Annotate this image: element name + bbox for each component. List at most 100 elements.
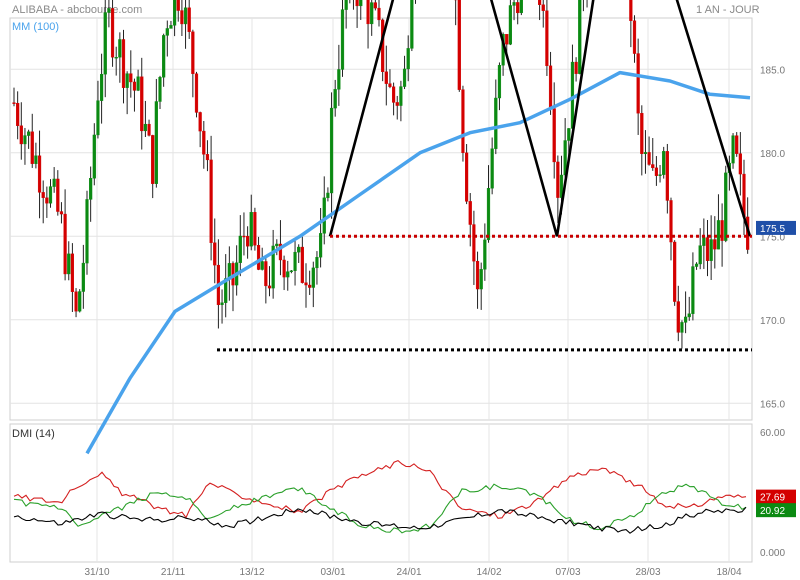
candle-body xyxy=(662,151,666,175)
candle-body xyxy=(643,152,648,154)
candle-body xyxy=(538,0,542,5)
candle-body xyxy=(260,261,264,270)
candle-body xyxy=(545,10,549,67)
candle-body xyxy=(344,0,348,10)
candle-body xyxy=(311,267,315,288)
candle-body xyxy=(329,107,334,194)
candle-body xyxy=(121,39,126,88)
candle-body xyxy=(395,102,399,106)
candle-body xyxy=(578,0,582,74)
candle-body xyxy=(552,108,556,163)
candle-body xyxy=(187,7,191,32)
candle-body xyxy=(282,259,286,278)
candle-body xyxy=(559,174,564,198)
candle-body xyxy=(136,76,140,91)
candle-body xyxy=(475,260,480,290)
candle-body xyxy=(315,257,319,269)
candle-body xyxy=(52,178,56,187)
candle-body xyxy=(731,135,735,164)
candle-body xyxy=(293,251,297,271)
candle-body xyxy=(27,131,31,136)
candle-body xyxy=(169,25,173,29)
candle-body xyxy=(410,0,414,49)
candle-body xyxy=(264,261,268,287)
candle-body xyxy=(384,71,388,84)
candle-body xyxy=(209,159,213,243)
y-tick-label: 185.0 xyxy=(760,65,785,76)
candle-body xyxy=(326,192,330,199)
candle-body xyxy=(183,7,188,25)
candle-body xyxy=(556,161,560,198)
candle-body xyxy=(118,39,122,58)
candle-body xyxy=(479,269,483,290)
candle-body xyxy=(143,123,147,132)
dmi-plus-line xyxy=(13,483,747,534)
candle-body xyxy=(548,65,553,109)
candle-body xyxy=(647,152,651,165)
candle-body xyxy=(483,239,487,270)
last-price-badge-bg xyxy=(756,220,796,235)
dmi-green-badge: 20.92 xyxy=(760,506,785,517)
chart-title: ALIBABA - abcbourse.com xyxy=(12,4,143,16)
candle-body xyxy=(709,239,713,261)
candle-body xyxy=(461,89,465,154)
dmi-frame xyxy=(9,423,753,563)
price-frame xyxy=(9,17,753,421)
candle-body xyxy=(684,316,688,323)
candle-body xyxy=(632,20,637,54)
candle-body xyxy=(74,291,78,312)
candle-body xyxy=(110,8,115,58)
candle-body xyxy=(12,102,16,104)
candle-body xyxy=(705,237,710,261)
candle-body xyxy=(669,200,673,243)
candles xyxy=(12,0,750,349)
candle-body xyxy=(687,313,691,318)
candle-body xyxy=(16,102,20,126)
candle-body xyxy=(63,213,67,275)
candle-body xyxy=(92,134,96,179)
candle-body xyxy=(48,186,53,204)
candle-body xyxy=(486,188,491,241)
candle-body xyxy=(392,86,396,103)
candle-body xyxy=(256,245,261,270)
x-tick-label: 24/01 xyxy=(396,567,421,578)
candle-body xyxy=(59,211,64,215)
candle-body xyxy=(78,291,82,312)
candle-body xyxy=(373,2,377,9)
last-price-badge: 175.5 xyxy=(760,224,785,235)
candle-body xyxy=(165,28,169,36)
candle-body xyxy=(472,224,476,262)
candle-body xyxy=(191,31,195,74)
candle-body xyxy=(198,112,202,132)
candle-body xyxy=(629,0,633,21)
x-tick-label: 03/01 xyxy=(320,567,345,578)
candle-body xyxy=(37,155,42,193)
candle-body xyxy=(508,5,512,45)
candle-body xyxy=(297,246,301,253)
candle-body xyxy=(497,65,502,99)
candle-body xyxy=(570,61,575,129)
candle-body xyxy=(19,125,23,145)
candle-body xyxy=(202,130,206,155)
period-label: 1 AN - JOUR xyxy=(696,4,760,16)
x-tick-label: 13/12 xyxy=(239,567,264,578)
candle-body xyxy=(457,0,461,90)
candle-body xyxy=(713,239,717,250)
candle-body xyxy=(103,12,107,75)
candle-body xyxy=(154,101,158,184)
candle-body xyxy=(271,245,275,289)
candle-body xyxy=(267,285,272,289)
candle-body xyxy=(132,81,137,91)
x-tick-label: 31/10 xyxy=(84,567,109,578)
candle-body xyxy=(691,266,695,314)
candle-body xyxy=(308,284,312,288)
candle-body xyxy=(651,164,655,169)
x-tick-label: 18/04 xyxy=(716,567,741,578)
candle-body xyxy=(23,135,27,145)
candle-body xyxy=(245,235,250,247)
candle-body xyxy=(694,263,699,267)
y-tick-label: 165.0 xyxy=(760,399,785,410)
candle-body xyxy=(377,7,381,21)
x-tick-label: 21/11 xyxy=(161,567,186,578)
candle-body xyxy=(716,220,721,250)
